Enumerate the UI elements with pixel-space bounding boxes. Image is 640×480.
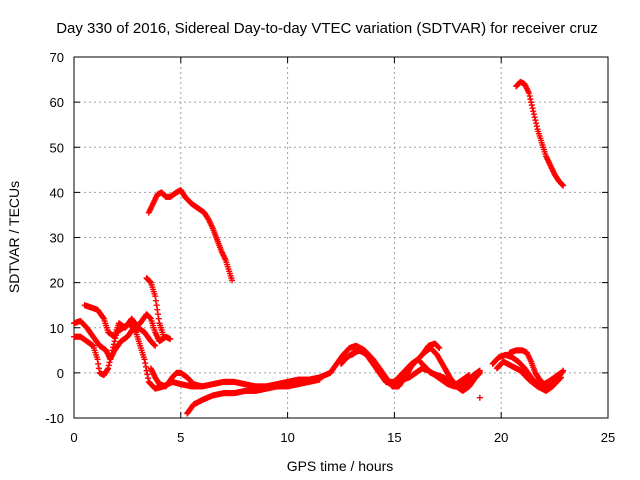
data-point — [108, 350, 115, 357]
data-point — [95, 360, 102, 367]
grid — [74, 57, 608, 418]
data-point — [533, 120, 540, 127]
data-point — [528, 99, 535, 106]
data-point — [529, 105, 536, 112]
axis-ticks — [73, 56, 609, 419]
data-point — [528, 102, 535, 109]
y-tick-label: 70 — [50, 50, 64, 65]
data-point — [167, 336, 174, 343]
y-tick-label: 0 — [57, 366, 64, 381]
y-tick-label: 60 — [50, 95, 64, 110]
data-point — [144, 371, 151, 378]
data-point — [316, 376, 323, 383]
data-point — [525, 90, 532, 97]
data-point — [142, 360, 149, 367]
y-axis-label: SDTVAR / TECUs — [6, 181, 22, 293]
data-point — [155, 315, 162, 322]
x-tick-label: 25 — [601, 430, 615, 445]
x-tick-label: 15 — [387, 430, 401, 445]
data-point — [108, 353, 115, 360]
data-point — [145, 375, 152, 382]
data-point — [532, 117, 539, 124]
series-arc-c — [81, 302, 159, 349]
data-point — [526, 93, 533, 100]
data-point — [558, 374, 565, 381]
series-arc-p — [513, 78, 567, 189]
series-arc-e — [147, 365, 206, 390]
series-arc-d — [143, 275, 167, 340]
series-arc-l — [476, 394, 483, 401]
data-point — [152, 293, 159, 300]
data-point — [530, 111, 537, 118]
y-tick-label: 40 — [50, 185, 64, 200]
x-tick-label: 10 — [280, 430, 294, 445]
y-tick-label: 10 — [50, 321, 64, 336]
data-point — [147, 278, 154, 285]
data-point — [476, 394, 483, 401]
data-point — [155, 311, 162, 318]
data-point — [147, 314, 154, 321]
data-point — [105, 365, 112, 372]
series-arc-o — [493, 358, 565, 394]
data-point — [557, 375, 564, 382]
data-point — [533, 123, 540, 130]
data-point — [105, 362, 112, 369]
y-tick-label: -10 — [45, 411, 64, 426]
data-point — [229, 277, 236, 284]
data-point — [107, 356, 114, 363]
y-tick-labels: -10 0 10 20 30 40 50 60 70 — [45, 50, 64, 426]
data-point — [141, 356, 148, 363]
data-point — [199, 383, 206, 390]
y-tick-label: 20 — [50, 276, 64, 291]
data-point — [94, 356, 101, 363]
data-point — [154, 306, 161, 313]
data-point — [160, 333, 167, 340]
data-point — [109, 347, 116, 354]
data-point — [143, 367, 150, 374]
data-point — [152, 342, 159, 349]
data-point — [530, 108, 537, 115]
data-point — [435, 344, 442, 351]
data-point — [436, 345, 443, 352]
data-point — [476, 367, 483, 374]
series-arc-k — [419, 340, 443, 358]
data-point — [560, 182, 567, 189]
data-point — [110, 341, 117, 348]
data-point — [531, 114, 538, 121]
data-point — [153, 302, 160, 309]
data-point — [152, 297, 159, 304]
series-arc-f — [184, 376, 323, 417]
series-arc-n — [506, 347, 565, 388]
data-point — [104, 366, 111, 373]
series-arc-g — [145, 187, 236, 284]
x-tick-label: 20 — [494, 430, 508, 445]
series-arc-j — [348, 347, 483, 390]
x-tick-label: 5 — [177, 430, 184, 445]
data-series — [71, 78, 567, 417]
data-point — [151, 342, 158, 349]
x-tick-label: 0 — [70, 430, 77, 445]
data-point — [527, 96, 534, 103]
data-point — [100, 314, 107, 321]
chart-title: Day 330 of 2016, Sidereal Day-to-day VTE… — [56, 20, 598, 37]
x-axis-label: GPS time / hours — [287, 458, 394, 474]
data-point — [95, 365, 102, 372]
x-tick-labels: 0 5 10 15 20 25 — [70, 430, 615, 445]
data-point — [132, 328, 139, 335]
y-tick-label: 30 — [50, 231, 64, 246]
data-point — [142, 363, 149, 370]
y-tick-label: 50 — [50, 140, 64, 155]
data-point — [106, 359, 113, 366]
data-point — [559, 181, 566, 188]
data-point — [110, 344, 117, 351]
